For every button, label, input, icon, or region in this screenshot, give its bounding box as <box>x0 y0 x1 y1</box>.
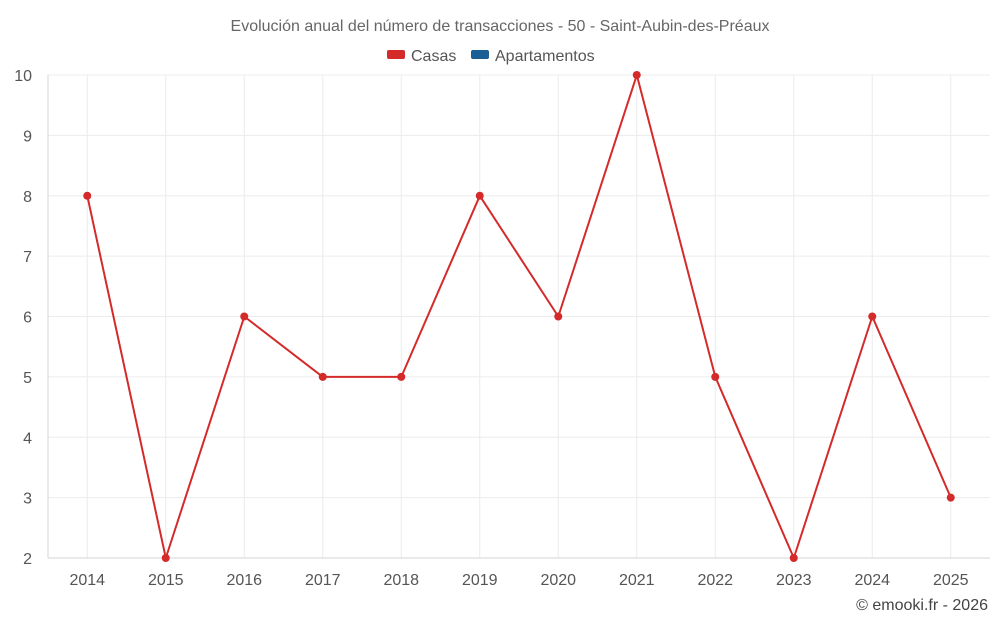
x-tick-label: 2024 <box>854 572 890 589</box>
legend: Casas Apartamentos <box>387 48 595 65</box>
legend-swatch-casas <box>387 50 405 59</box>
x-axis-ticks: 2014 2015 2016 2017 2018 2019 2020 2021 2022 2023… <box>69 572 968 589</box>
chart-title: Evolución anual del número de transaccio… <box>231 18 770 35</box>
x-tick-label: 2015 <box>148 572 184 589</box>
x-tick-label: 2023 <box>776 572 812 589</box>
legend-label-apartamentos: Apartamentos <box>495 48 595 65</box>
legend-item-apartamentos[interactable]: Apartamentos <box>471 48 595 65</box>
series-line-casas <box>86 74 952 559</box>
y-tick-label: 8 <box>23 189 32 206</box>
x-tick-label: 2016 <box>226 572 262 589</box>
x-tick-label: 2014 <box>69 572 105 589</box>
y-tick-label: 3 <box>23 491 32 508</box>
data-point-casas-2021[interactable] <box>632 71 641 79</box>
credit-text: © emooki.fr - 2026 <box>856 597 988 614</box>
x-tick-label: 2022 <box>697 572 733 589</box>
y-axis-ticks: 2 3 4 5 6 7 8 9 10 <box>14 68 32 568</box>
y-tick-label: 9 <box>23 128 32 145</box>
data-point-casas-2023[interactable] <box>789 554 798 562</box>
data-point-casas-2020[interactable] <box>554 312 563 321</box>
data-point-casas-2015[interactable] <box>161 554 170 562</box>
y-tick-label: 10 <box>14 68 32 85</box>
x-tick-label: 2019 <box>462 572 498 589</box>
y-tick-label: 5 <box>23 370 32 387</box>
y-tick-label: 7 <box>23 249 32 266</box>
legend-item-casas[interactable]: Casas <box>387 48 456 65</box>
y-tick-label: 6 <box>23 310 32 327</box>
data-point-casas-2022[interactable] <box>711 372 720 381</box>
data-point-casas-2016[interactable] <box>240 312 249 321</box>
data-point-casas-2024[interactable] <box>868 312 877 321</box>
legend-swatch-apartamentos <box>471 50 489 59</box>
x-tick-label: 2020 <box>540 572 576 589</box>
data-point-casas-2019[interactable] <box>475 191 484 200</box>
x-tick-label: 2017 <box>305 572 341 589</box>
y-tick-label: 4 <box>23 430 32 447</box>
data-point-casas-2025[interactable] <box>946 493 955 502</box>
x-tick-label: 2021 <box>619 572 655 589</box>
x-tick-label: 2025 <box>933 572 969 589</box>
x-tick-label: 2018 <box>383 572 419 589</box>
legend-label-casas: Casas <box>411 48 456 65</box>
axes <box>47 75 990 559</box>
series <box>83 71 955 562</box>
data-point-casas-2017[interactable] <box>318 372 327 381</box>
data-point-casas-2018[interactable] <box>397 372 406 381</box>
data-point-casas-2014[interactable] <box>83 191 92 200</box>
y-tick-label: 2 <box>23 551 32 568</box>
